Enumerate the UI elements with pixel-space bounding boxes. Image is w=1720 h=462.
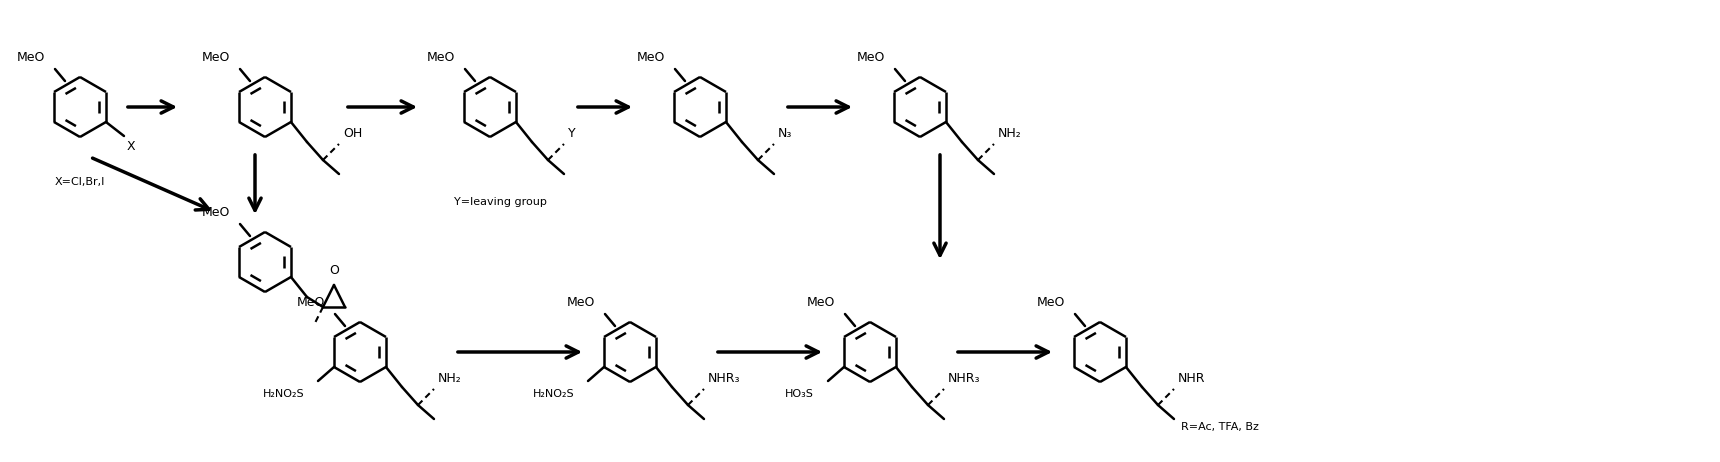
- Text: Y: Y: [568, 127, 576, 140]
- Text: Y=leaving group: Y=leaving group: [454, 197, 547, 207]
- Text: MeO: MeO: [566, 296, 595, 309]
- Text: NHR₃: NHR₃: [948, 372, 980, 385]
- Text: MeO: MeO: [427, 51, 456, 64]
- Text: MeO: MeO: [17, 51, 45, 64]
- Text: H₂NO₂S: H₂NO₂S: [533, 389, 574, 399]
- Text: NH₂: NH₂: [998, 127, 1022, 140]
- Text: N₃: N₃: [777, 127, 793, 140]
- Text: MeO: MeO: [1037, 296, 1065, 309]
- Text: MeO: MeO: [857, 51, 886, 64]
- Text: X=Cl,Br,I: X=Cl,Br,I: [55, 177, 105, 187]
- Text: NHR₃: NHR₃: [709, 372, 741, 385]
- Text: MeO: MeO: [636, 51, 666, 64]
- Text: MeO: MeO: [807, 296, 834, 309]
- Text: MeO: MeO: [201, 51, 230, 64]
- Text: NH₂: NH₂: [439, 372, 461, 385]
- Text: O: O: [329, 264, 339, 277]
- Text: NHR: NHR: [1178, 372, 1206, 385]
- Text: H₂NO₂S: H₂NO₂S: [263, 389, 304, 399]
- Text: X: X: [127, 140, 136, 153]
- Text: R=Ac, TFA, Bz: R=Ac, TFA, Bz: [1182, 422, 1259, 432]
- Text: MeO: MeO: [296, 296, 325, 309]
- Text: MeO: MeO: [201, 206, 230, 219]
- Text: OH: OH: [342, 127, 363, 140]
- Text: HO₃S: HO₃S: [784, 389, 814, 399]
